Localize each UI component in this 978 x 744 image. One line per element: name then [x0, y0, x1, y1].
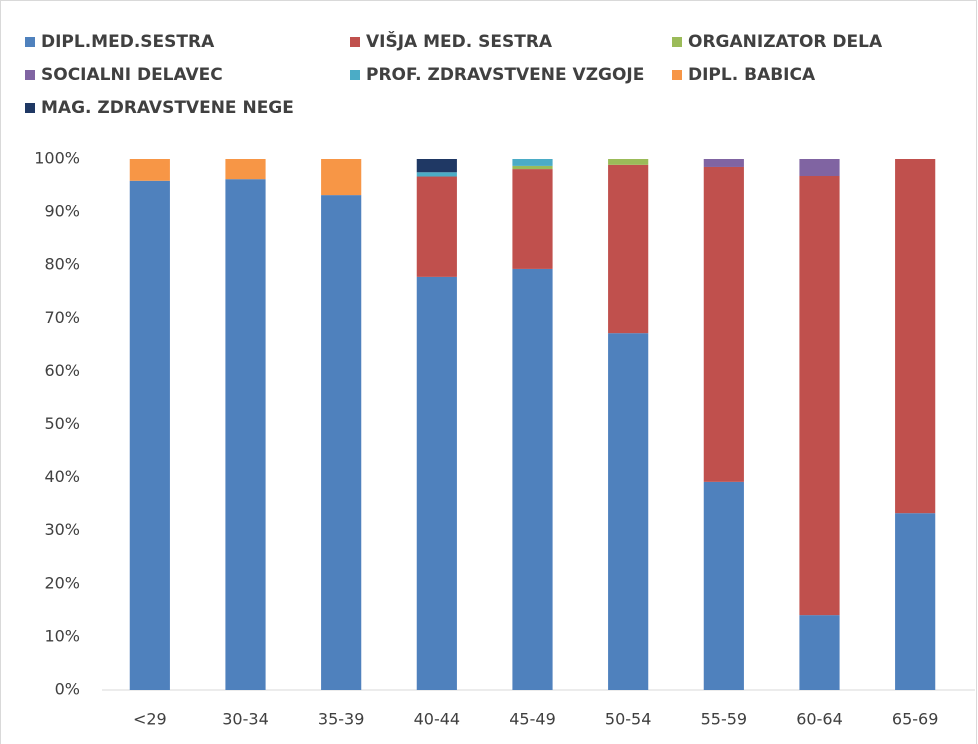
- bar-segment: [512, 165, 553, 170]
- x-tick-label: 60-64: [796, 710, 843, 729]
- bar-segment: [416, 176, 457, 277]
- bar-segment: [512, 169, 553, 269]
- y-tick-label: 20%: [44, 573, 80, 592]
- x-tick-label: 30-34: [222, 710, 269, 729]
- bar-segment: [321, 159, 362, 196]
- y-tick-label: 0%: [55, 680, 80, 699]
- bar-segment: [895, 159, 936, 514]
- bar-segment: [321, 195, 362, 690]
- legend-swatch: [350, 37, 360, 47]
- x-tick-label: 40-44: [414, 710, 461, 729]
- y-tick-label: 80%: [44, 255, 80, 274]
- legend-label: PROF. ZDRAVSTVENE VZGOJE: [366, 65, 644, 85]
- bar-segment: [416, 159, 457, 173]
- bar-segment: [608, 159, 649, 165]
- legend-label: MAG. ZDRAVSTVENE NEGE: [41, 98, 294, 118]
- bar-segment: [703, 159, 744, 167]
- bar-segment: [703, 481, 744, 690]
- x-tick-label: 55-59: [701, 710, 748, 729]
- y-tick-label: 60%: [44, 361, 80, 380]
- bar-segment: [129, 159, 170, 181]
- x-tick-label: 65-69: [892, 710, 939, 729]
- legend-label: DIPL. BABICA: [688, 65, 816, 85]
- legend-label: DIPL.MED.SESTRA: [41, 32, 215, 52]
- bar-segment: [895, 513, 936, 690]
- x-tick-label: 45-49: [509, 710, 556, 729]
- bar-segment: [512, 159, 553, 166]
- legend-label: SOCIALNI DELAVEC: [41, 65, 223, 85]
- legend-swatch: [25, 37, 35, 47]
- bar-segment: [608, 164, 649, 334]
- y-tick-label: 40%: [44, 467, 80, 486]
- legend-label: VIŠJA MED. SESTRA: [366, 30, 553, 52]
- bar-segment: [799, 615, 840, 690]
- y-tick-label: 100%: [34, 149, 80, 168]
- bar-segment: [416, 172, 457, 177]
- bar-segment: [703, 166, 744, 482]
- bar-segment: [129, 180, 170, 690]
- bar-segment: [225, 179, 266, 691]
- y-tick-label: 70%: [44, 308, 80, 327]
- legend-swatch: [25, 70, 35, 80]
- x-tick-label: 35-39: [318, 710, 365, 729]
- legend-swatch: [25, 103, 35, 113]
- legend-label: ORGANIZATOR DELA: [688, 32, 883, 52]
- y-tick-label: 10%: [44, 626, 80, 645]
- y-tick-label: 90%: [44, 202, 80, 221]
- bar-segment: [799, 175, 840, 616]
- bar-segment: [608, 333, 649, 690]
- legend-swatch: [672, 37, 682, 47]
- y-tick-label: 30%: [44, 520, 80, 539]
- bar-segment: [225, 159, 266, 180]
- x-tick-label: 50-54: [605, 710, 652, 729]
- bar-segment: [799, 159, 840, 176]
- bar-segment: [416, 276, 457, 690]
- x-tick-label: <29: [133, 710, 167, 729]
- y-tick-label: 50%: [44, 414, 80, 433]
- bar-segment: [512, 268, 553, 690]
- legend-swatch: [672, 70, 682, 80]
- legend-swatch: [350, 70, 360, 80]
